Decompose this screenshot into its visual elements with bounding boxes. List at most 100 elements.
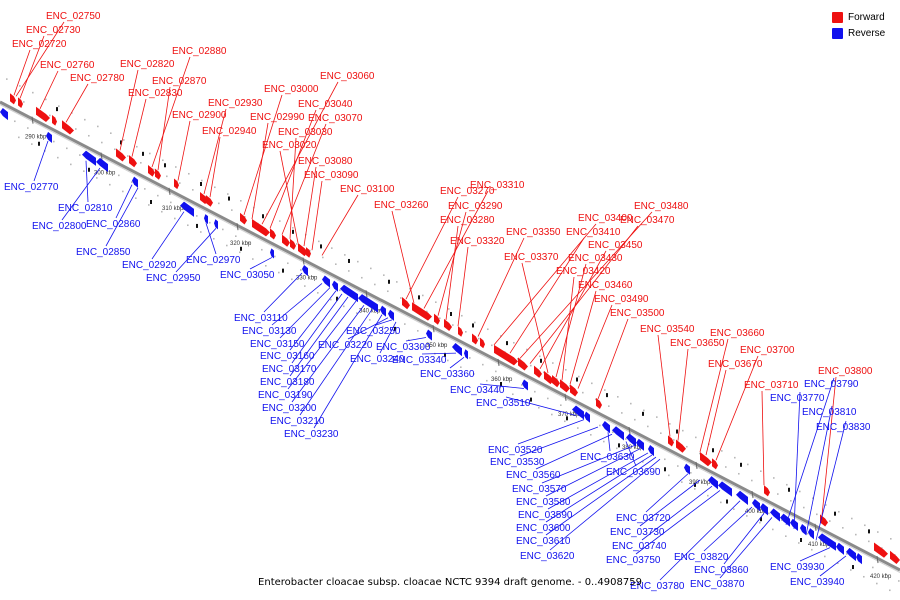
- reverse-gene-label: ENC_03520: [488, 445, 543, 456]
- forward-gene-label: ENC_03320: [450, 236, 505, 247]
- forward-gene-label: ENC_02990: [250, 112, 305, 123]
- guide-dot: [547, 397, 549, 400]
- label-leader: [289, 137, 297, 239]
- label-leader: [815, 420, 847, 541]
- guide-dot: [88, 134, 90, 137]
- guide-dot: [777, 493, 779, 495]
- forward-gene: [472, 333, 478, 345]
- guide-dot: [131, 181, 133, 183]
- label-leader: [577, 304, 613, 389]
- reverse-gene-label: ENC_03250: [346, 326, 401, 337]
- guide-dot: [863, 575, 865, 578]
- guide-dot: [820, 539, 822, 542]
- guide-dot: [877, 531, 879, 533]
- guide-dot: [577, 427, 579, 429]
- minor-feature: [712, 448, 714, 453]
- reverse-gene-label: ENC_03170: [262, 364, 317, 375]
- label-leader: [519, 426, 599, 457]
- guide-dot: [421, 346, 423, 348]
- reverse-gene-label: ENC_02770: [4, 182, 59, 193]
- label-leader: [391, 210, 415, 304]
- label-leader: [321, 194, 359, 256]
- minor-feature: [142, 151, 144, 156]
- label-leader: [379, 321, 397, 354]
- reverse-gene-label: ENC_03570: [512, 484, 567, 495]
- label-leader: [529, 225, 639, 364]
- guide-dot: [227, 193, 229, 195]
- label-leader: [509, 237, 585, 354]
- guide-dot: [266, 213, 268, 216]
- guide-dot: [629, 454, 631, 456]
- reverse-gene-label: ENC_03750: [606, 555, 661, 566]
- guide-dot: [890, 538, 892, 540]
- guide-dot: [721, 450, 723, 452]
- forward-gene: [534, 365, 542, 378]
- guide-dot: [118, 174, 120, 177]
- guide-dot: [526, 348, 528, 351]
- label-leader: [405, 196, 459, 300]
- guide-dot: [786, 483, 788, 486]
- guide-dot: [235, 235, 237, 237]
- forward-gene-label: ENC_03100: [340, 184, 395, 195]
- forward-gene: [116, 148, 126, 162]
- guide-dot: [573, 411, 575, 413]
- forward-gene: [62, 120, 74, 135]
- minor-feature: [506, 341, 508, 346]
- guide-dot: [751, 479, 753, 482]
- guide-dot: [252, 258, 254, 260]
- guide-dot: [798, 542, 800, 544]
- forward-gene: [270, 228, 276, 240]
- reverse-gene-label: ENC_02950: [146, 273, 201, 284]
- guide-dot: [694, 488, 696, 490]
- guide-dot: [482, 363, 484, 366]
- guide-dot: [175, 166, 177, 168]
- guide-dot: [625, 438, 627, 440]
- forward-gene: [52, 115, 57, 126]
- forward-gene: [148, 164, 155, 177]
- scale-tick: [302, 257, 305, 265]
- forward-gene-label: ENC_03660: [710, 328, 765, 339]
- reverse-gene: [522, 379, 528, 391]
- scale-tick-label: 290 kbp: [25, 135, 47, 141]
- minor-feature: [200, 182, 202, 186]
- guide-dot: [45, 98, 47, 101]
- guide-dot: [647, 425, 649, 428]
- guide-dot: [435, 301, 437, 303]
- label-leader: [311, 180, 323, 251]
- reverse-gene: [302, 265, 308, 277]
- guide-dot: [538, 406, 540, 409]
- minor-feature: [566, 416, 568, 421]
- reverse-gene-label: ENC_03110: [234, 313, 288, 324]
- scale-tick: [168, 187, 171, 195]
- minor-feature: [320, 244, 322, 249]
- guide-dot: [816, 513, 818, 516]
- guide-dot: [682, 429, 684, 432]
- guide-dot: [318, 240, 320, 243]
- label-leader: [437, 211, 467, 316]
- reverse-gene: [340, 284, 358, 303]
- guide-dot: [265, 265, 267, 267]
- guide-dot: [322, 256, 324, 259]
- scale-tick: [236, 223, 239, 231]
- label-leader: [545, 454, 653, 523]
- minor-feature: [576, 377, 578, 382]
- guide-dot: [799, 490, 801, 493]
- forward-gene: [494, 344, 518, 366]
- scale-ticks: 290 kbp 300 kbp 310 kbp 320 kbp 330 kbp 340 k…: [25, 116, 892, 580]
- guide-dot: [781, 519, 783, 521]
- reverse-gene-label: ENC_03630: [580, 452, 635, 463]
- guide-dot: [335, 263, 337, 265]
- reverse-gene: [380, 305, 386, 317]
- forward-gene-label: ENC_02820: [120, 59, 175, 70]
- reverse-gene-label: ENC_03210: [270, 416, 325, 427]
- scale-tick-label: 330 kbp: [296, 276, 318, 282]
- guide-dot: [57, 156, 59, 159]
- reverse-gene: [800, 524, 806, 536]
- forward-gene-label: ENC_02870: [152, 76, 207, 87]
- guide-dot: [773, 477, 775, 479]
- reverse-swatch: [832, 27, 843, 39]
- guide-dot: [656, 416, 658, 418]
- forward-gene-label: ENC_02880: [172, 46, 227, 57]
- label-leader: [535, 433, 613, 470]
- minor-feature: [262, 214, 264, 219]
